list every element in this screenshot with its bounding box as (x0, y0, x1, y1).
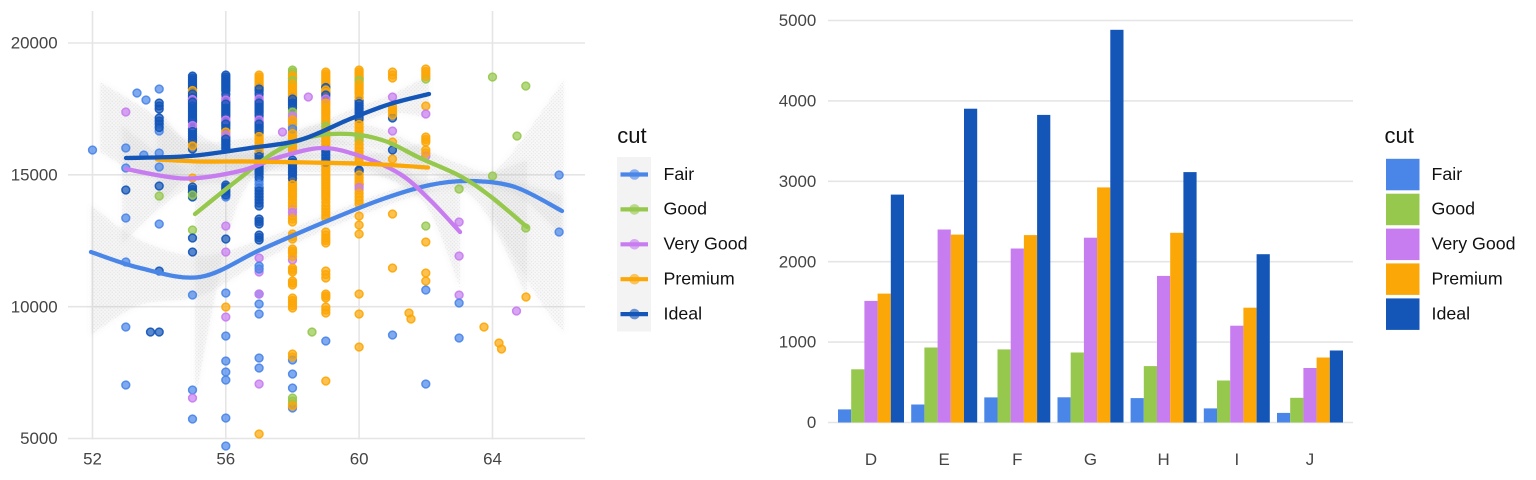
svg-text:E: E (939, 450, 950, 469)
svg-text:20000: 20000 (11, 34, 58, 53)
svg-text:64: 64 (483, 449, 502, 468)
svg-text:Premium: Premium (664, 269, 735, 289)
svg-text:5000: 5000 (779, 11, 817, 30)
svg-text:G: G (1084, 450, 1097, 469)
svg-text:Fair: Fair (1432, 164, 1463, 184)
svg-text:52: 52 (83, 449, 102, 468)
svg-text:2000: 2000 (779, 252, 817, 271)
svg-text:Fair: Fair (664, 164, 695, 184)
svg-text:4000: 4000 (779, 92, 817, 111)
svg-text:10000: 10000 (11, 297, 58, 316)
svg-text:J: J (1306, 450, 1314, 469)
svg-text:1000: 1000 (779, 333, 817, 352)
svg-text:I: I (1234, 450, 1239, 469)
svg-text:H: H (1157, 450, 1169, 469)
svg-text:5000: 5000 (20, 429, 58, 448)
svg-text:Good: Good (664, 199, 708, 219)
svg-text:Very Good: Very Good (664, 234, 748, 254)
svg-text:15000: 15000 (11, 165, 58, 184)
svg-text:Good: Good (1432, 199, 1476, 219)
svg-text:D: D (865, 450, 877, 469)
svg-text:Premium: Premium (1432, 269, 1503, 289)
svg-text:cut: cut (617, 123, 646, 148)
svg-text:F: F (1012, 450, 1022, 469)
svg-text:Ideal: Ideal (664, 303, 703, 323)
svg-text:56: 56 (216, 449, 235, 468)
svg-text:Very Good: Very Good (1432, 234, 1516, 254)
svg-text:60: 60 (350, 449, 369, 468)
svg-text:cut: cut (1385, 123, 1414, 148)
svg-text:Ideal: Ideal (1432, 303, 1471, 323)
svg-text:0: 0 (807, 413, 816, 432)
svg-text:3000: 3000 (779, 172, 817, 191)
